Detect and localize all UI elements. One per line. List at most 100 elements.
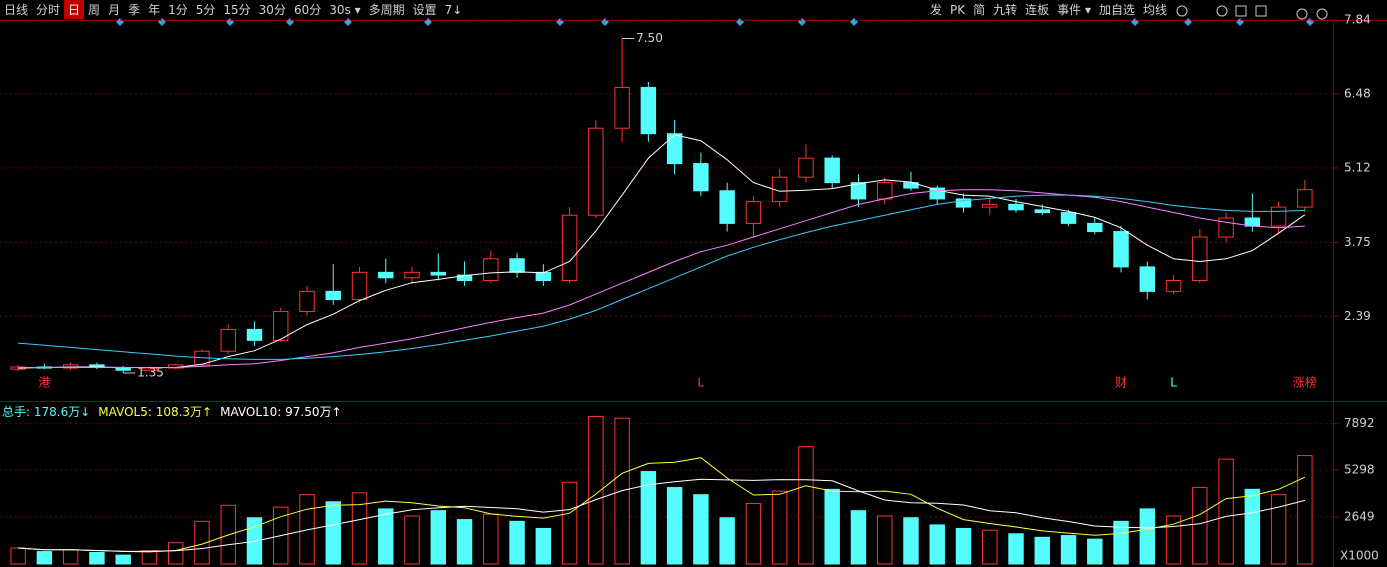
toolbar-button[interactable]: 日线 (4, 3, 29, 17)
volume-bar (1270, 494, 1287, 565)
toolbar-button[interactable]: 周 (88, 3, 101, 17)
icon[interactable] (1235, 5, 1247, 17)
volume-bar (929, 524, 945, 565)
toolbar-button[interactable]: 加自选 (1099, 3, 1136, 17)
volume-bar (561, 481, 578, 565)
toolbar-button[interactable]: 季 (128, 3, 141, 17)
volume-bar (982, 529, 998, 565)
event-annotation: L (1170, 376, 1177, 390)
event-annotation: 财 (1115, 376, 1127, 390)
volume-bar (325, 501, 341, 565)
zoom-out[interactable] (1316, 8, 1328, 20)
candle-body (404, 271, 420, 279)
volume-bar (404, 515, 420, 565)
candle-body (141, 367, 158, 371)
y-unit-label: X1000 (1340, 549, 1379, 563)
candle-body (1008, 203, 1024, 211)
candle-body (876, 182, 893, 200)
candle-body (1270, 206, 1287, 227)
candle-body (299, 290, 315, 313)
toolbar-button[interactable]: 连板 (1025, 3, 1050, 17)
ma-line (18, 134, 1306, 369)
volume-bar (62, 549, 79, 565)
candle-body (1060, 212, 1077, 224)
candle-body (535, 271, 552, 282)
volume-bar (798, 446, 814, 565)
toolbar-button[interactable]: 分时 (36, 3, 61, 17)
toolbar-button[interactable]: 30分 (258, 3, 286, 17)
volume-bar (535, 527, 552, 565)
legend-item: MAVOL10: 97.50万↑ (220, 405, 342, 419)
candle-body (824, 157, 840, 184)
toolbar-button[interactable]: 30s ▾ (329, 3, 361, 17)
volume-bar (10, 547, 26, 565)
toolbar-button[interactable]: 九转 (993, 3, 1018, 17)
volume-bar (903, 517, 919, 565)
candle-body (1087, 222, 1103, 233)
volume-bar (771, 490, 788, 565)
icon[interactable] (1255, 5, 1267, 17)
volume-bar (719, 517, 735, 565)
y-tick-label: 5.12 (1344, 160, 1371, 174)
toolbar-button[interactable]: 均线 (1143, 3, 1168, 17)
candle-body (666, 133, 683, 165)
toolbar-button[interactable]: 事件 ▾ (1057, 3, 1092, 17)
icon[interactable] (1176, 5, 1188, 17)
candle-body (955, 198, 972, 208)
toolbar-button[interactable]: PK (950, 3, 966, 17)
y-tick-label: 2649 (1344, 509, 1375, 523)
toolbar-button[interactable]: 发 (930, 3, 943, 17)
zoom-in[interactable] (1296, 8, 1308, 20)
volume-bar (1244, 488, 1261, 565)
candle-body (588, 127, 604, 216)
max-label: 7.50 (636, 31, 663, 45)
toolbar-button[interactable]: 7↓ (444, 3, 463, 17)
candle-body (1218, 217, 1234, 238)
volume-bar (1218, 458, 1234, 565)
volume-bar (1139, 508, 1156, 565)
volume-bar (693, 494, 709, 565)
volume-bar (1113, 520, 1129, 565)
toolbar-button[interactable]: 5分 (195, 3, 216, 17)
volume-bar (1192, 487, 1208, 565)
volume-bar (430, 510, 447, 565)
volume-bar (36, 551, 53, 565)
volume-bar (1060, 535, 1077, 565)
volume-ma-line (18, 457, 1306, 553)
candle-body (1139, 266, 1156, 292)
toolbar-button[interactable]: 年 (148, 3, 161, 17)
event-annotation: 涨榜 (1293, 375, 1317, 390)
candle-body (640, 86, 657, 135)
candle-body (693, 163, 709, 192)
candle-body (850, 182, 867, 200)
toolbar-button[interactable]: 多周期 (368, 3, 405, 17)
candle-body (719, 190, 735, 224)
toolbar-button[interactable]: 月 (108, 3, 121, 17)
volume-bar (351, 492, 368, 565)
toolbar-right: 发 PK 简九转 连板 事件 ▾ 加自选 均线 (926, 0, 1171, 19)
icon[interactable] (1216, 5, 1228, 17)
toolbar-button[interactable]: 日 (64, 0, 85, 19)
min-label: 1.35 (137, 365, 164, 379)
event-annotation: L (698, 376, 705, 390)
volume-bar (588, 415, 604, 565)
candle-body (456, 274, 473, 282)
toolbar-button[interactable]: 15分 (223, 3, 251, 17)
candle-body (798, 157, 814, 178)
volume-bar (456, 519, 473, 565)
candle-body (509, 258, 525, 273)
toolbar-button[interactable]: 简 (973, 3, 986, 17)
candle-body (1192, 236, 1208, 282)
legend-item: MAVOL5: 108.3万↑ (98, 405, 213, 419)
volume-bar (141, 550, 158, 565)
volume-bar (1165, 515, 1182, 565)
toolbar-button[interactable]: 1分 (168, 3, 188, 17)
toolbar-button[interactable]: 设置 (412, 3, 437, 17)
toolbar-button[interactable]: 60分 (293, 3, 322, 17)
volume-bar (378, 508, 394, 565)
toolbar-icons (1176, 5, 1328, 20)
candle-body (614, 86, 630, 129)
volume-bar (246, 517, 263, 565)
toolbar-left: 日线 分时日周月季年 1分 5分 15分 30分 60分 30s ▾ 多周期 设置 7↓ (0, 0, 466, 19)
